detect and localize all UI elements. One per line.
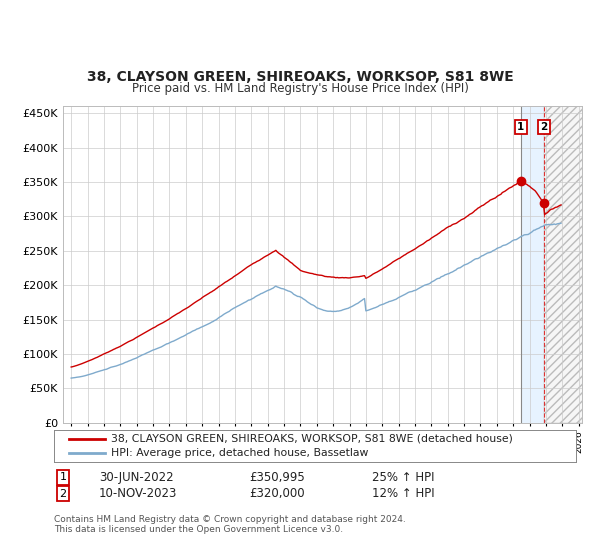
Text: 2: 2 <box>59 489 67 499</box>
Bar <box>544 106 587 423</box>
Text: Price paid vs. HM Land Registry's House Price Index (HPI): Price paid vs. HM Land Registry's House … <box>131 82 469 95</box>
Bar <box>521 106 544 423</box>
Text: Contains HM Land Registry data © Crown copyright and database right 2024.: Contains HM Land Registry data © Crown c… <box>54 515 406 524</box>
Text: 12% ↑ HPI: 12% ↑ HPI <box>372 487 434 501</box>
Text: 1: 1 <box>517 122 524 132</box>
Text: £350,995: £350,995 <box>249 470 305 484</box>
Text: 1: 1 <box>59 472 67 482</box>
Text: 10-NOV-2023: 10-NOV-2023 <box>99 487 178 501</box>
Text: This data is licensed under the Open Government Licence v3.0.: This data is licensed under the Open Gov… <box>54 525 343 534</box>
Bar <box>544 106 587 423</box>
Text: 38, CLAYSON GREEN, SHIREOAKS, WORKSOP, S81 8WE: 38, CLAYSON GREEN, SHIREOAKS, WORKSOP, S… <box>86 71 514 85</box>
Text: 25% ↑ HPI: 25% ↑ HPI <box>372 470 434 484</box>
Text: £320,000: £320,000 <box>249 487 305 501</box>
Text: 38, CLAYSON GREEN, SHIREOAKS, WORKSOP, S81 8WE (detached house): 38, CLAYSON GREEN, SHIREOAKS, WORKSOP, S… <box>111 433 513 444</box>
Text: 2: 2 <box>541 122 548 132</box>
Text: 30-JUN-2022: 30-JUN-2022 <box>99 470 173 484</box>
Text: HPI: Average price, detached house, Bassetlaw: HPI: Average price, detached house, Bass… <box>111 448 368 458</box>
